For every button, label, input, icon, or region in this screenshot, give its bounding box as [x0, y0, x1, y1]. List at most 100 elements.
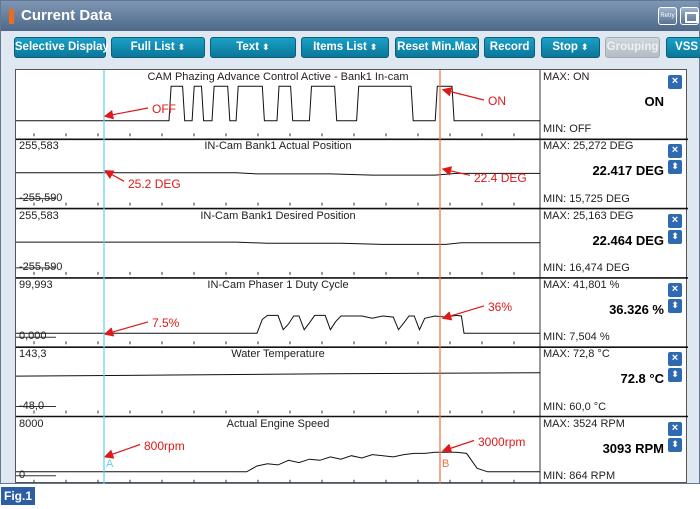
- graph-title: Water Temperature: [231, 348, 325, 361]
- max-readout: MAX: 41,801 %: [543, 278, 620, 291]
- close-icon[interactable]: ×: [668, 75, 682, 89]
- signal-trace: [16, 372, 541, 377]
- current-data-window: Current Data Retry Selective Display⬍Ful…: [0, 0, 700, 484]
- title-bar: Current Data Retry: [1, 1, 699, 31]
- close-icon[interactable]: ×: [668, 213, 682, 228]
- graph-title: IN-Cam Phaser 1 Duty Cycle: [207, 278, 349, 291]
- scroll-icon[interactable]: ⬍: [668, 229, 682, 244]
- annotation-arrow: [103, 443, 141, 459]
- selective-display-button-label: Selective Display: [14, 41, 109, 53]
- scroll-icon[interactable]: ⬍: [668, 368, 682, 383]
- retry-button[interactable]: Retry: [658, 7, 677, 25]
- graph-row[interactable]: [16, 138, 688, 209]
- vss-button[interactable]: VSS: [665, 37, 700, 58]
- scale-max-label: 99,993: [19, 278, 53, 291]
- graph-row[interactable]: [16, 277, 688, 348]
- items-list-button-label: Items List: [313, 41, 367, 53]
- close-icon[interactable]: ×: [668, 352, 682, 367]
- annotation-label: OFF: [152, 102, 176, 116]
- min-readout: MIN: 15,725 DEG: [543, 192, 630, 205]
- annotation-arrow: [103, 107, 149, 120]
- max-readout: MAX: 25,163 DEG: [543, 209, 634, 222]
- close-icon[interactable]: ×: [668, 144, 682, 159]
- scale-min-label: -255,590: [19, 191, 63, 204]
- signal-trace: [16, 85, 540, 122]
- scale-min-label: -48,0: [19, 399, 45, 412]
- reset-min-max-button[interactable]: Reset Min.Max: [394, 37, 480, 58]
- annotation-arrow: [441, 87, 485, 101]
- close-icon[interactable]: ×: [668, 282, 682, 297]
- annotation-label: 22.4 DEG: [474, 171, 527, 186]
- annotation-arrow: [441, 439, 475, 453]
- annotation-arrow: [441, 166, 471, 176]
- text-button-label: Text: [236, 41, 260, 53]
- graph-row[interactable]: [16, 346, 688, 417]
- min-readout: MIN: OFF: [543, 123, 592, 136]
- current-value: 72.8 °C: [620, 371, 664, 387]
- annotation-label: 7.5%: [152, 315, 180, 330]
- scale-max-label: 8000: [19, 417, 44, 430]
- figure-label: Fig.1: [1, 487, 35, 505]
- annotation-arrow: [103, 321, 149, 337]
- scale-max-label: 255,583: [19, 140, 59, 153]
- scroll-icon[interactable]: ⬍: [668, 437, 682, 452]
- scale-min-label: 0,000: [19, 330, 47, 343]
- cursor-a-label: A: [106, 458, 114, 470]
- grouping-button[interactable]: Grouping: [604, 37, 661, 58]
- annotation-label: 36%: [488, 299, 513, 314]
- min-readout: MIN: 864 RPM: [543, 469, 616, 482]
- scale-min-label: 0: [19, 468, 26, 481]
- current-value: 36.326 %: [609, 301, 664, 317]
- current-value: ON: [644, 94, 665, 109]
- cursor-b-label: B: [442, 458, 450, 470]
- current-value: 22.417 DEG: [592, 163, 664, 179]
- record-button[interactable]: Record: [484, 37, 536, 58]
- signal-trace: [16, 451, 540, 473]
- annotation-arrow: [103, 170, 125, 182]
- graph-title: Actual Engine Speed: [226, 417, 330, 430]
- graph-row[interactable]: [16, 70, 541, 140]
- window-mode-button[interactable]: [680, 7, 699, 25]
- scroll-icon[interactable]: ⬍: [668, 160, 682, 175]
- close-icon[interactable]: ×: [668, 421, 682, 436]
- title-marker-icon: [9, 9, 14, 24]
- vss-button-label: VSS: [675, 41, 699, 53]
- graph-panel: CAM Phazing Advance Control Active - Ban…: [15, 69, 688, 484]
- stop-button-label: Stop: [552, 41, 578, 53]
- annotation-label: 25.2 DEG: [128, 177, 181, 192]
- graph-title: IN-Cam Bank1 Desired Position: [200, 209, 356, 222]
- spinner-icon: ⬍: [177, 42, 186, 52]
- scale-max-label: 255,583: [19, 209, 59, 222]
- annotation-label: 3000rpm: [478, 434, 526, 449]
- min-readout: MIN: 7,504 %: [543, 331, 610, 344]
- current-value: 22.464 DEG: [592, 232, 664, 248]
- spinner-icon: ⬍: [262, 42, 270, 52]
- stop-button[interactable]: Stop ⬍: [540, 37, 600, 58]
- grouping-button-label: Grouping: [606, 41, 659, 53]
- graph-canvas: [16, 70, 688, 484]
- current-value: 3093 RPM: [602, 440, 664, 456]
- annotation-label: ON: [488, 94, 506, 108]
- full-list-button[interactable]: Full List ⬍: [111, 37, 205, 58]
- annotation-arrow: [441, 305, 485, 321]
- max-readout: MAX: 25,272 DEG: [543, 140, 634, 153]
- full-list-button-label: Full List: [130, 41, 175, 53]
- max-readout: MAX: 3524 RPM: [543, 417, 625, 430]
- window-title: Current Data: [21, 7, 112, 24]
- toolbar: Selective Display⬍Full List⬍Text⬍Items L…: [1, 34, 700, 60]
- scale-max-label: 143,3: [19, 348, 47, 361]
- graph-title: IN-Cam Bank1 Actual Position: [204, 140, 352, 153]
- graph-row[interactable]: [16, 415, 688, 485]
- text-button[interactable]: Text ⬍: [210, 37, 296, 58]
- scroll-icon[interactable]: ⬍: [668, 298, 682, 313]
- graph-row[interactable]: [16, 207, 688, 278]
- spinner-icon: ⬍: [369, 42, 378, 52]
- signal-trace: [16, 172, 540, 176]
- reset-min-max-button-label: Reset Min.Max: [397, 41, 478, 53]
- scale-min-label: -255,590: [19, 260, 63, 273]
- signal-trace: [16, 241, 540, 245]
- selective-display-button[interactable]: Selective Display⬍: [13, 37, 119, 58]
- items-list-button[interactable]: Items List ⬍: [301, 37, 390, 58]
- min-readout: MIN: 60,0 °C: [543, 400, 607, 413]
- signal-trace: [16, 314, 540, 334]
